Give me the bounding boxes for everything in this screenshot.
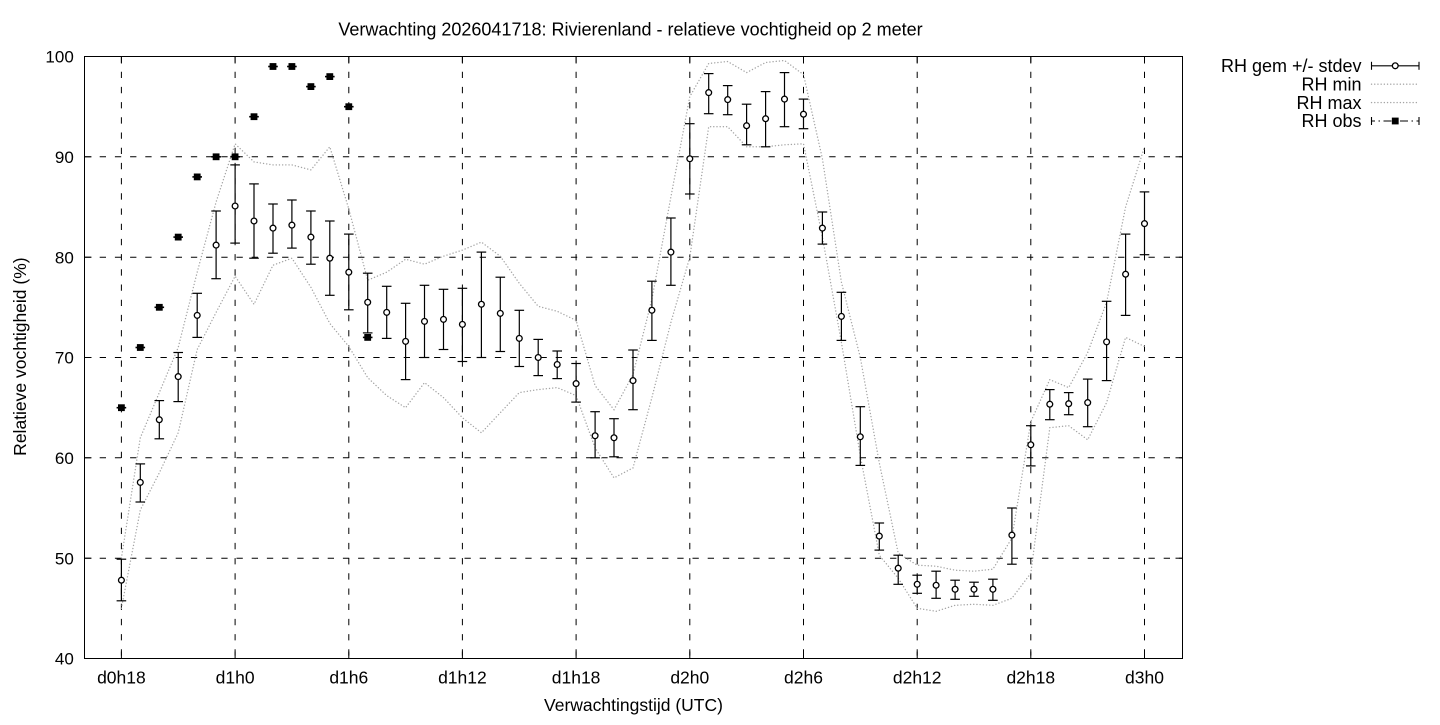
svg-text:70: 70 <box>55 349 74 368</box>
svg-text:d2h18: d2h18 <box>1006 667 1055 687</box>
svg-text:d2h12: d2h12 <box>893 667 942 687</box>
svg-text:90: 90 <box>55 148 74 167</box>
svg-text:Verwachtingstijd (UTC): Verwachtingstijd (UTC) <box>544 695 723 715</box>
svg-text:d1h6: d1h6 <box>329 667 368 687</box>
svg-text:Verwachting 2026041718: Rivier: Verwachting 2026041718: Rivierenland - r… <box>338 19 922 39</box>
svg-text:d1h0: d1h0 <box>216 667 255 687</box>
svg-text:RH max: RH max <box>1296 93 1361 113</box>
svg-text:RH obs: RH obs <box>1301 111 1361 131</box>
svg-text:d2h0: d2h0 <box>670 667 709 687</box>
svg-text:d3h0: d3h0 <box>1125 667 1164 687</box>
svg-text:d1h12: d1h12 <box>438 667 487 687</box>
svg-text:40: 40 <box>55 650 74 669</box>
svg-text:60: 60 <box>55 449 74 468</box>
svg-text:100: 100 <box>45 48 73 67</box>
svg-text:RH min: RH min <box>1301 74 1361 94</box>
svg-text:80: 80 <box>55 248 74 267</box>
svg-text:d1h18: d1h18 <box>552 667 601 687</box>
svg-text:d0h18: d0h18 <box>97 667 146 687</box>
svg-text:Relatieve vochtigheid (%): Relatieve vochtigheid (%) <box>10 257 30 455</box>
svg-text:d2h6: d2h6 <box>784 667 823 687</box>
svg-text:RH gem +/- stdev: RH gem +/- stdev <box>1221 56 1362 76</box>
svg-text:50: 50 <box>55 549 74 568</box>
